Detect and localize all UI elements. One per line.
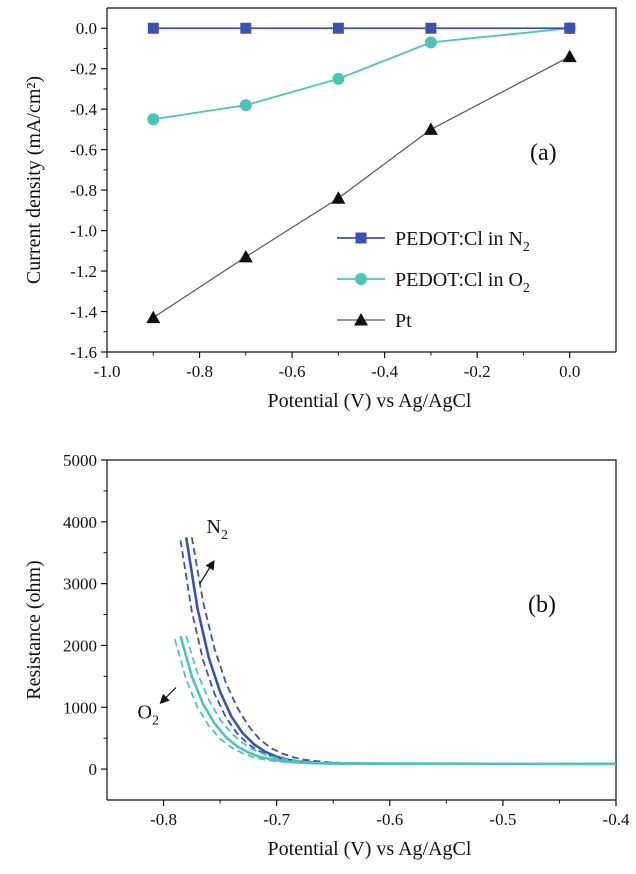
data-point-circle [355,273,367,285]
x-axis-label: Potential (V) vs Ag/AgCl [268,390,472,412]
data-point-square [355,232,367,244]
annotation-label-text: O [138,701,152,723]
legend-label-subscript: 2 [523,281,530,296]
x-tick-label: -0.2 [464,362,491,381]
plot-frame [107,7,617,352]
x-tick-label: -1.0 [94,362,121,381]
legend-label-text: PEDOT:Cl in O [395,269,523,291]
data-point-triangle [562,49,577,63]
data-point-triangle [238,249,253,263]
y-tick-label: -1.2 [70,262,97,281]
data-point-circle [147,113,160,126]
legend-label: PEDOT:Cl in O2 [395,269,530,296]
y-tick-label: -1.4 [70,303,97,322]
data-point-square [332,22,344,34]
x-tick-label: -0.4 [371,362,398,381]
y-tick-label: 5000 [63,451,97,470]
chart-b: -0.8 -0.7 -0.6 -0.5 -0.4 0 1000 2000 3000 4000 500… [23,451,630,860]
legend-label-text: Pt [395,310,412,332]
legend-label: Pt [395,310,412,332]
y-axis-label: Resistance (ohm) [23,560,45,699]
data-point-triangle [423,122,438,135]
y-axis-label: Current density (mA/cm²) [23,76,45,284]
y-tick-label: -0.2 [70,60,97,79]
legend-label: PEDOT:Cl in N2 [395,228,530,255]
resistance-curve-o2-dashed [185,635,617,765]
x-tick-label: 0.0 [559,362,580,381]
y-tick-label: 2000 [63,636,97,655]
annotation-arrow [199,559,215,584]
x-tick-label: -0.5 [489,810,516,829]
series-line-circle [153,27,570,121]
x-tick-label: -0.4 [603,810,630,829]
panel-label: (a) [530,140,557,166]
data-point-square [564,22,576,34]
annotation-label-text: N [207,516,221,538]
data-point-circle [332,72,345,85]
chart-a: -1.0 -0.8 -0.6 -0.4 -0.2 0.0 0.0 -0.2 -0.4 -0.6 -0… [23,7,617,412]
y-tick-label: -1.6 [70,343,97,362]
y-tick-label: -0.8 [70,181,97,200]
annotation-label: O2 [138,701,159,728]
data-point-square [147,22,159,34]
data-point-square [425,22,437,34]
x-tick-label: -0.6 [376,810,403,829]
x-tick-label: -0.7 [263,810,290,829]
data-point-triangle [354,313,368,326]
y-tick-label: 3000 [63,575,97,594]
data-point-triangle [146,310,161,324]
y-tick-label: 1000 [63,698,97,717]
y-tick-label: -0.6 [70,141,97,160]
annotation-label: N2 [207,516,228,543]
x-tick-label: -0.8 [186,362,213,381]
data-point-square [240,22,252,34]
data-point-circle [424,36,437,49]
x-axis-label: Potential (V) vs Ag/AgCl [268,838,472,860]
resistance-curve-o2-dashed [174,639,617,765]
annotation-arrow [159,687,177,705]
data-point-triangle [331,191,346,204]
x-tick-label: -0.6 [279,362,306,381]
y-tick-label: -1.0 [70,222,97,241]
resistance-curve-n2-dashed [190,537,617,765]
y-tick-label: 0.0 [76,19,97,38]
plot-frame [107,459,617,800]
annotation-label-subscript: 2 [152,713,159,728]
annotation-label-subscript: 2 [221,528,228,543]
y-tick-label: 4000 [63,513,97,532]
y-tick-label: 0 [89,760,98,779]
data-point-circle [239,99,252,112]
legend-label-subscript: 2 [523,240,530,255]
resistance-curve-n2-dashed [179,540,617,765]
panel-label: (b) [528,592,556,618]
legend-label-text: PEDOT:Cl in N [395,228,523,250]
y-tick-label: -0.4 [70,100,97,119]
x-tick-label: -0.8 [150,810,177,829]
